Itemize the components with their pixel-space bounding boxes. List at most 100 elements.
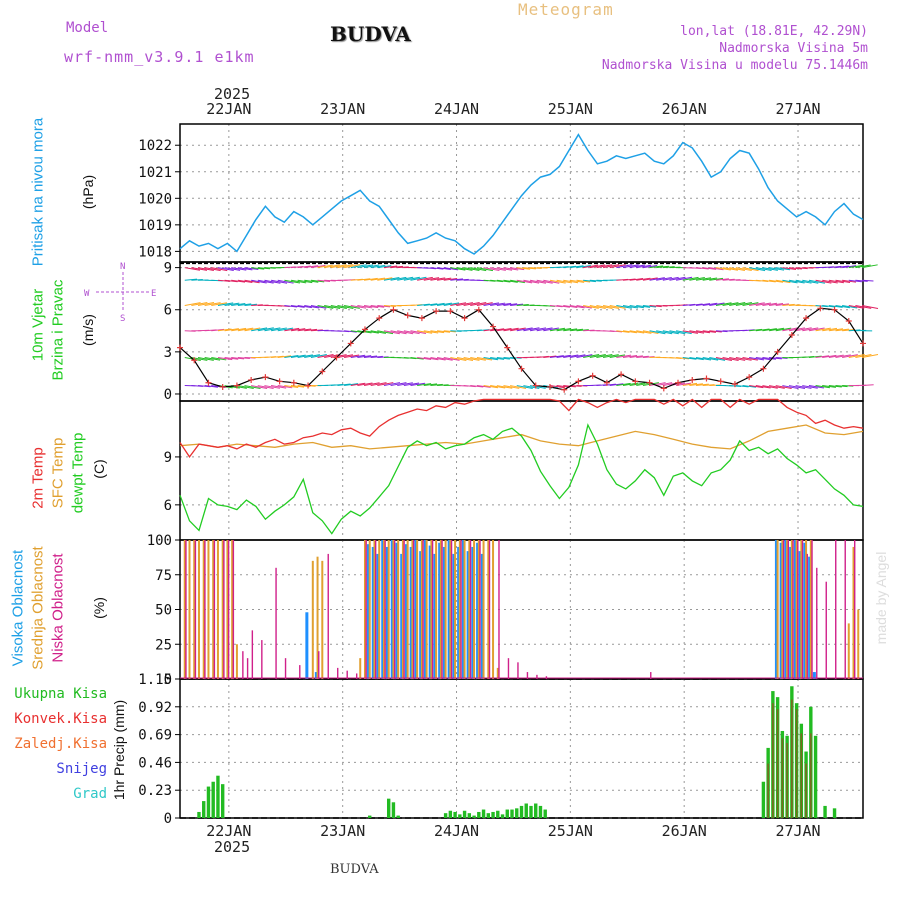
wind-barb [682, 276, 699, 281]
wind-barb [543, 327, 559, 332]
wind-barb [755, 385, 771, 389]
wind-barb [496, 267, 513, 271]
top-date-label: 24JAN [434, 100, 479, 118]
wind-barb [795, 267, 808, 270]
wind-barb [755, 302, 772, 307]
wind-barb [403, 356, 417, 360]
wind-speed-marker [632, 378, 639, 385]
wind-barb [642, 265, 658, 269]
wind-barb [197, 302, 215, 307]
wind-barb [788, 385, 806, 390]
wind-barb [503, 267, 519, 271]
wind-barb [251, 267, 265, 270]
cloud-bar-mid [401, 540, 404, 679]
wind-barb [510, 303, 524, 307]
wind-barb [204, 302, 221, 307]
wind-barb [782, 279, 798, 284]
wind-barb [676, 330, 692, 335]
wind-barb [337, 383, 351, 387]
wind-barb [244, 327, 261, 332]
wind-barb [370, 305, 385, 308]
precip-total-bar [832, 808, 837, 818]
wind-barb [483, 267, 500, 272]
wind-barb [476, 356, 493, 361]
wind-barb [616, 264, 633, 269]
wind-barb [237, 327, 254, 332]
wind-barb [510, 356, 522, 359]
wind-barb [496, 302, 512, 307]
wind-barb [636, 305, 651, 308]
wind-barb [436, 302, 452, 307]
wind-barb [217, 356, 233, 361]
wind-barb [403, 276, 420, 281]
cloud-bar-mid [183, 540, 186, 679]
wind-barb [636, 355, 649, 358]
wind-barb [290, 305, 305, 308]
wind-barb [476, 329, 490, 332]
precip-total-bar [202, 801, 206, 818]
cloud-bar-low [365, 540, 367, 679]
wind-barb [536, 355, 549, 358]
wind-barb [848, 354, 865, 358]
wind-barb [443, 267, 459, 271]
wind-barb [742, 267, 759, 272]
wind-barb [695, 277, 712, 281]
wind-barb [629, 305, 645, 309]
wind-speed-marker [618, 371, 625, 378]
precip-total-bar [823, 805, 827, 818]
wind-speed-marker [361, 326, 368, 333]
wind-barb [549, 385, 565, 389]
wind-barb [576, 279, 591, 283]
cloud-bar-mid [387, 540, 390, 679]
wind-barb [861, 264, 878, 269]
wind-barb [370, 330, 387, 334]
bottom-date-label: 27JAN [775, 822, 820, 840]
precip-total-bar [386, 798, 391, 818]
wind-barb [516, 385, 533, 390]
wind-barb [702, 302, 718, 307]
wind-barb [523, 267, 537, 270]
wind-barb [543, 279, 560, 284]
wind-barb [649, 330, 666, 335]
wind-barb [251, 304, 263, 307]
wind-barb [237, 267, 253, 271]
precip-total-bar [491, 811, 495, 818]
cloud-bar-low [284, 658, 287, 679]
cloud-bar-low [327, 553, 329, 679]
wind-barb [589, 264, 606, 269]
wind-speed-marker [817, 305, 824, 312]
compass-n: N [120, 262, 126, 272]
wind-barb [350, 264, 367, 269]
top-date-label: 22JAN [206, 100, 251, 118]
wind-barb [264, 267, 276, 269]
wind-barb [729, 356, 746, 361]
wind-barb [237, 356, 250, 359]
wind-barb [284, 305, 298, 308]
wind-barb [622, 354, 638, 358]
panel-clouds: 0 25 50 75 100 [147, 533, 864, 688]
wind-barb [443, 356, 460, 361]
cloud-bar-high [400, 553, 404, 679]
wind-barb [722, 278, 735, 281]
wind-barb [430, 267, 444, 270]
wind-barb [264, 327, 281, 332]
wind-barb [689, 356, 704, 361]
wind-speed-marker [404, 312, 411, 319]
wind-speed-marker [518, 365, 525, 372]
wind-barb [682, 382, 698, 387]
cloud-bar-low [232, 540, 235, 679]
wind-speed-marker [219, 383, 226, 390]
wind-speed-marker [319, 368, 326, 375]
cloud-bar-low [825, 581, 827, 679]
wind-barb [543, 355, 557, 358]
cloud-bar-mid [795, 540, 798, 679]
wind-speed-marker [447, 308, 454, 315]
cloud-bar-low [498, 540, 500, 679]
cloud-bar-low [337, 667, 339, 679]
wind-speed-marker [788, 332, 795, 339]
precip-total-bar [813, 735, 818, 818]
wind-barb [815, 279, 832, 284]
wind-barb [217, 328, 232, 332]
cloud-bar-mid [235, 644, 238, 679]
